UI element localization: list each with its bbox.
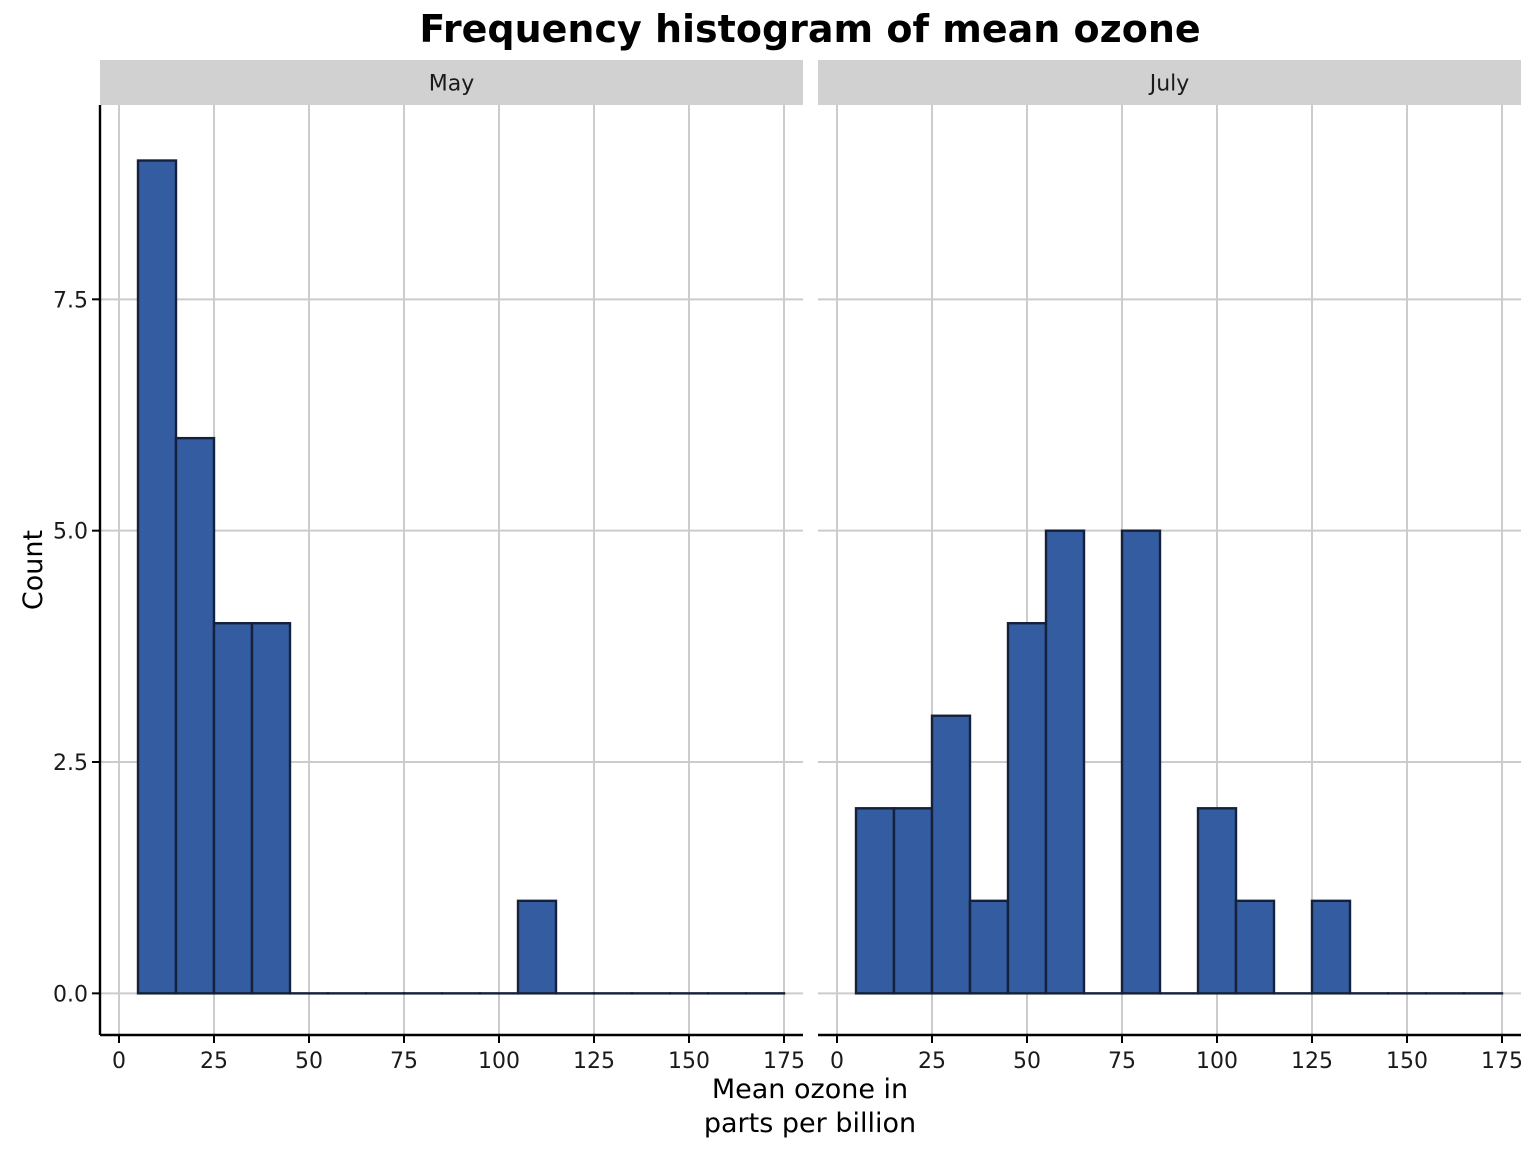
y-tick-label-2: 5.0 (53, 520, 88, 545)
bar-may-2 (212, 622, 254, 995)
bar-july-0 (854, 807, 896, 995)
x-tick-label-may-3: 75 (390, 1049, 418, 1074)
x-tick-label-july-5: 125 (1291, 1049, 1333, 1074)
y-tick-label-3: 7.5 (53, 288, 88, 313)
bar-july-9 (1196, 807, 1238, 995)
x-tick-label-july-1: 25 (918, 1049, 946, 1074)
bar-may-1 (174, 436, 216, 995)
x-tick-label-july-6: 150 (1386, 1049, 1428, 1074)
x-tick-label-may-0: 0 (112, 1049, 126, 1074)
bar-may-3 (250, 622, 292, 995)
panel-july: July 0 25 50 75 100 125 150 175 (818, 60, 1523, 1074)
x-tick-label-may-2: 50 (295, 1049, 323, 1074)
bar-july-5 (1044, 529, 1086, 995)
strip-label-may: May (429, 72, 474, 97)
x-axis-title-line-2: parts per billion (704, 1108, 916, 1139)
x-tick-label-july-2: 50 (1013, 1049, 1041, 1074)
bar-july-3 (968, 899, 1010, 995)
x-tick-label-july-4: 100 (1196, 1049, 1238, 1074)
x-tick-label-july-3: 75 (1108, 1049, 1136, 1074)
bar-july-10 (1234, 899, 1276, 995)
bar-may-0 (136, 159, 178, 995)
y-tick-label-1: 2.5 (53, 751, 88, 776)
y-axis-title: Count (18, 530, 49, 610)
x-tick-label-may-1: 25 (200, 1049, 228, 1074)
bar-july-2 (930, 714, 972, 995)
x-axis-title-line-1: Mean ozone in (712, 1074, 908, 1105)
bar-july-1 (892, 807, 934, 995)
strip-may (100, 60, 803, 105)
y-tick-label-0: 0.0 (53, 982, 88, 1007)
x-tick-label-may-6: 150 (668, 1049, 710, 1074)
bar-july-12 (1310, 899, 1352, 995)
chart-title: Frequency histogram of mean ozone (419, 7, 1200, 51)
x-tick-label-may-7: 175 (763, 1049, 805, 1074)
bar-july-7 (1120, 529, 1162, 995)
bar-may-10 (516, 899, 558, 995)
x-tick-label-may-5: 125 (573, 1049, 615, 1074)
bar-july-4 (1006, 622, 1048, 995)
strip-july (818, 60, 1521, 105)
panel-may: May 0 25 50 75 100 125 150 175 0.0 2.5 5.0 7.5 (53, 60, 805, 1074)
x-tick-label-july-0: 0 (830, 1049, 844, 1074)
x-tick-label-may-4: 100 (478, 1049, 520, 1074)
strip-label-july: July (1148, 72, 1190, 97)
x-tick-label-july-7: 175 (1481, 1049, 1523, 1074)
panels-layer: May 0 25 50 75 100 125 150 175 0.0 2.5 5.0 7.5 July 0 2… (53, 60, 1523, 1074)
